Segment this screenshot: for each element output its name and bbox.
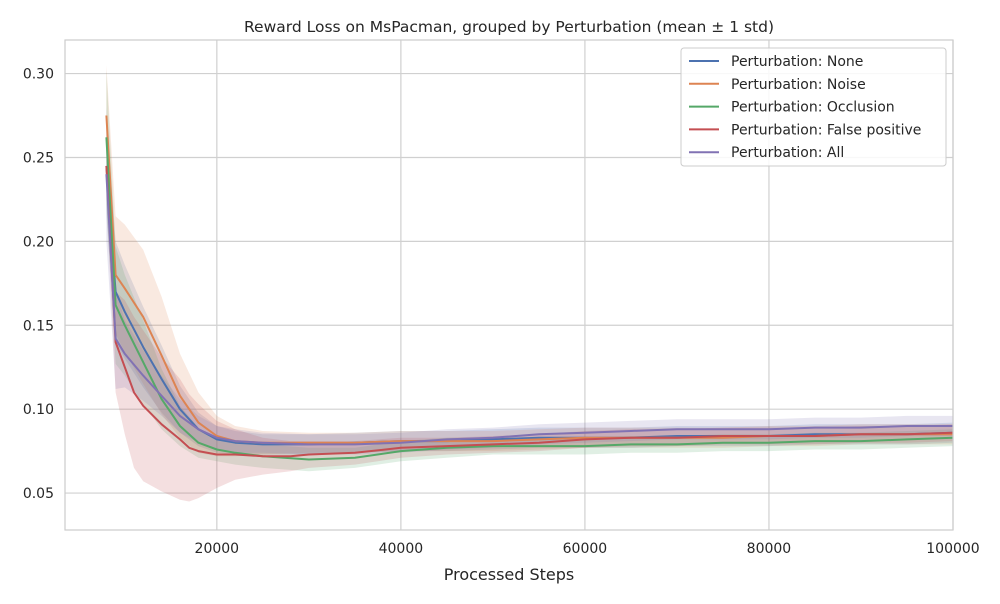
- x-axis-label: Processed Steps: [444, 565, 575, 584]
- y-tick-label: 0.15: [23, 318, 54, 334]
- chart-title: Reward Loss on MsPacman, grouped by Pert…: [244, 18, 774, 36]
- std-band: [106, 65, 953, 457]
- legend-label: Perturbation: Occlusion: [731, 100, 895, 116]
- legend: Perturbation: None Perturbation: Noise Per…: [680, 47, 947, 167]
- std-band: [106, 107, 953, 455]
- legend-label: Perturbation: Noise: [731, 77, 866, 93]
- plot-frame: [64, 39, 954, 531]
- std-band: [106, 132, 953, 502]
- series-lines: [105, 115, 953, 461]
- y-tick-label: 0.20: [23, 234, 54, 250]
- x-tick-label: 20000: [195, 541, 240, 557]
- std-band: [106, 70, 953, 472]
- legend-label: Perturbation: False positive: [731, 122, 921, 138]
- legend-label: Perturbation: None: [731, 54, 863, 70]
- axis-ticks: 20000 40000 60000 80000 100000 0.05 0.10 0.15 0.…: [23, 67, 980, 557]
- x-tick-label: 80000: [747, 541, 792, 557]
- legend-box: [680, 47, 947, 167]
- x-tick-label: 60000: [563, 541, 608, 557]
- y-tick-label: 0.05: [23, 486, 54, 502]
- y-tick-label: 0.25: [23, 150, 54, 166]
- series-line: [105, 174, 953, 446]
- series-line: [105, 165, 953, 446]
- y-tick-label: 0.30: [23, 67, 54, 83]
- x-tick-label: 40000: [379, 541, 424, 557]
- y-tick-label: 0.10: [23, 402, 54, 418]
- series-line: [105, 165, 953, 458]
- legend-label: Perturbation: All: [731, 145, 844, 161]
- x-tick-label: 100000: [926, 541, 979, 557]
- series-line: [105, 137, 953, 461]
